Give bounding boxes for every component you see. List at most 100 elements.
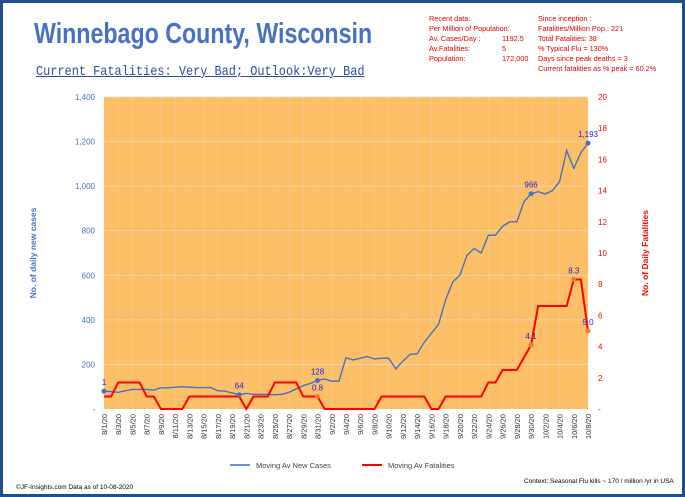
- inception-line: Fatalities/Million Pop.: 221: [538, 24, 624, 33]
- y-tick-label: 1,000: [75, 182, 96, 191]
- recent-row: Av. Cases/Day : 1192.5: [429, 34, 534, 44]
- y2-tick-label: 14: [598, 187, 607, 196]
- y2-tick-label: 10: [598, 249, 607, 258]
- x-tick-label: 9/10/20: [385, 414, 394, 439]
- recent-row: Av.Fatalities: 5: [429, 44, 534, 54]
- fatalities-point: [315, 394, 321, 400]
- x-tick-label: 8/3/20: [114, 414, 123, 435]
- x-tick-label: 8/23/20: [257, 414, 266, 439]
- footer-context: Context: Seasonal Flu kills ~ 170 / mill…: [524, 478, 674, 485]
- cases-line: [103, 142, 589, 396]
- x-tick-label: 9/18/20: [442, 414, 451, 439]
- cases-data-label: 128: [311, 367, 325, 376]
- fatalities-line: [104, 278, 589, 412]
- x-tick-label: 8/11/20: [171, 414, 180, 438]
- fatalities-data-label: 0.8: [312, 384, 324, 393]
- x-tick-label: 10/8/20: [584, 414, 593, 439]
- y2-tick-label: -: [598, 405, 601, 414]
- x-tick-label: 10/2/20: [541, 414, 550, 439]
- x-tick-label: 9/30/20: [527, 414, 536, 439]
- y2-axis-title: No. of Daily Fatalities: [640, 210, 650, 296]
- inception-line: Days since peak deaths = 3: [538, 54, 628, 63]
- cases-point: [585, 140, 591, 146]
- x-tick-label: 10/4/20: [556, 414, 565, 439]
- y2-tick-label: 16: [598, 155, 607, 164]
- fatalities-data-label: 5.0: [582, 318, 594, 327]
- x-tick-label: 8/21/20: [242, 414, 251, 439]
- x-tick-label: 8/29/20: [299, 414, 308, 439]
- page-title: Winnebago County, Wisconsin: [34, 18, 373, 50]
- fatalities-data-label: 8.3: [568, 267, 580, 276]
- x-tick-label: 8/31/20: [314, 414, 323, 439]
- x-tick-label: 8/7/20: [143, 414, 152, 435]
- legend-fatalities-label: Moving Av Fatalities: [388, 461, 455, 470]
- y-tick-label: 200: [82, 360, 96, 369]
- cases-data-label: 1: [102, 378, 107, 387]
- x-tick-label: 8/13/20: [185, 414, 194, 439]
- x-tick-label: 9/12/20: [399, 414, 408, 439]
- recent-row: Population: 172,000: [429, 54, 534, 64]
- x-tick-label: 9/24/20: [484, 414, 493, 439]
- cases-point: [101, 388, 107, 394]
- cases-point: [315, 377, 321, 383]
- x-tick-label: 8/27/20: [285, 414, 294, 439]
- y-tick-label: 1,400: [75, 93, 96, 102]
- cases-point: [236, 392, 242, 398]
- inception-heading: Since inception :: [538, 14, 592, 23]
- y2-tick-label: 20: [598, 93, 607, 102]
- x-tick-label: 9/4/20: [342, 414, 351, 435]
- stat-value: 172,000: [502, 54, 529, 63]
- stat-value: 5: [502, 44, 507, 53]
- x-tick-label: 8/19/20: [228, 414, 237, 439]
- x-tick-label: 9/16/20: [427, 414, 436, 439]
- x-tick-label: 8/15/20: [200, 414, 209, 439]
- fatalities-point: [585, 328, 591, 334]
- inception-line: Current fatalities as % peak = 60.2%: [538, 64, 657, 73]
- y2-tick-label: 6: [598, 311, 603, 320]
- footer-credit: ©JF-Insights.com Data as of 10-08-2020: [16, 484, 134, 491]
- y2-tick-label: 12: [598, 218, 607, 227]
- y-tick-label: 800: [82, 227, 96, 236]
- y-axis-title: No. of daily new cases: [28, 207, 38, 298]
- legend-cases-label: Moving Av New Cases: [256, 461, 331, 470]
- x-tick-label: 8/1/20: [100, 414, 109, 435]
- recent-data-block: Recent data: Per Million of Population: …: [429, 14, 534, 64]
- x-tick-label: 9/20/20: [456, 414, 465, 439]
- fatalities-point: [571, 277, 577, 283]
- x-tick-label: 9/26/20: [499, 414, 508, 439]
- x-tick-label: 9/22/20: [470, 414, 479, 439]
- inception-line: % Typical Flu = 130%: [538, 44, 609, 53]
- page-subtitle: Current Fatalities: Very Bad; Outlook:Ve…: [36, 64, 365, 80]
- y2-tick-label: 18: [598, 124, 607, 133]
- stat-label: Av. Cases/Day :: [429, 34, 481, 43]
- recent-sub: Per Million of Population:: [429, 24, 510, 33]
- y-tick-label: -: [92, 405, 95, 414]
- x-tick-label: 9/2/20: [328, 414, 337, 435]
- cases-data-label: 1,193: [578, 130, 599, 139]
- cases-point: [528, 191, 534, 197]
- y2-tick-label: 2: [598, 374, 603, 383]
- y2-tick-label: 8: [598, 280, 603, 289]
- y-tick-label: 600: [82, 271, 96, 280]
- y2-tick-label: 4: [598, 343, 603, 352]
- stat-label: Av.Fatalities:: [429, 44, 471, 53]
- y-tick-label: 400: [82, 316, 96, 325]
- x-tick-label: 9/6/20: [356, 414, 365, 435]
- x-tick-label: 9/14/20: [413, 414, 422, 439]
- fatalities-data-label: 4.1: [525, 332, 537, 341]
- inception-block: Since inception : Fatalities/Million Pop…: [538, 14, 678, 74]
- fatalities-point: [528, 342, 534, 348]
- x-tick-label: 8/25/20: [271, 414, 280, 439]
- y-tick-label: 1,200: [75, 138, 96, 147]
- stat-label: Population:: [429, 54, 466, 63]
- cases-data-label: 966: [524, 181, 538, 190]
- inception-line: Total Fatalities: 38: [538, 34, 597, 43]
- x-tick-label: 8/5/20: [128, 414, 137, 435]
- x-tick-label: 9/28/20: [513, 414, 522, 439]
- recent-heading: Recent data:: [429, 14, 471, 23]
- x-tick-label: 8/9/20: [157, 414, 166, 435]
- stat-value: 1192.5: [502, 34, 524, 43]
